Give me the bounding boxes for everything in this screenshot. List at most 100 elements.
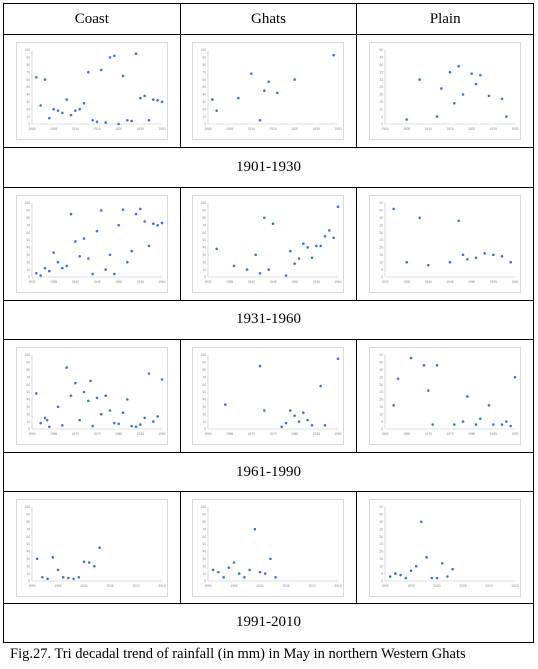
y-tick-label: 0 — [205, 275, 207, 279]
y-tick-label: 30 — [26, 557, 30, 561]
plot-row-3: 0 10 20 30 40 50 60 70 80 90 100 1960 1965 1970 1975 19… — [3, 338, 534, 454]
data-point — [298, 420, 301, 424]
data-point — [143, 94, 146, 98]
y-tick-label: 40 — [380, 368, 384, 372]
x-tick-label: 1920 — [468, 127, 475, 131]
data-point — [238, 571, 241, 575]
y-tick-label: 30 — [203, 100, 207, 104]
data-point — [233, 560, 236, 564]
data-point — [125, 398, 129, 401]
scatter-chart: 0 5 10 15 20 25 30 35 40 45 50 1930 1935 1940 1945 1950… — [369, 194, 522, 293]
data-point — [130, 249, 133, 253]
x-tick-label: 1905 — [227, 127, 234, 131]
data-point — [112, 272, 116, 276]
data-point — [56, 260, 60, 264]
data-point — [425, 555, 429, 559]
y-tick-label: 50 — [203, 85, 207, 89]
data-point — [394, 571, 397, 575]
plot-cell: 0 10 20 30 40 50 60 70 80 90 100 1990 1995 2000 2005 20… — [3, 491, 181, 604]
data-point — [98, 546, 101, 549]
y-tick-label: 80 — [26, 520, 30, 524]
chart-frame — [369, 42, 522, 141]
data-point — [427, 389, 430, 392]
y-tick-label: 0 — [28, 427, 30, 431]
x-tick-label: 1985 — [313, 432, 320, 436]
y-tick-label: 50 — [380, 505, 384, 509]
plot-cell: 0 10 20 30 40 50 60 70 80 90 100 1930 1935 1940 1945 19… — [179, 186, 358, 301]
data-point — [104, 394, 107, 398]
x-tick-label: 1930 — [382, 280, 389, 284]
plot-row-1: 0 10 20 30 40 50 60 70 80 90 100 1900 1905 1910 1915 19… — [3, 34, 534, 149]
data-point — [39, 104, 42, 108]
data-point — [337, 205, 340, 208]
y-tick-label: 5 — [381, 571, 383, 575]
data-point — [448, 260, 452, 264]
x-tick-label: 1900 — [205, 127, 212, 131]
y-tick-label: 90 — [203, 208, 207, 212]
data-point — [77, 575, 80, 579]
y-tick-label: 50 — [380, 48, 384, 52]
scatter-chart: 0 10 20 30 40 50 60 70 80 90 100 1900 1905 1910 1915 19… — [15, 42, 168, 141]
y-tick-label: 0 — [381, 122, 383, 126]
y-tick-label: 20 — [380, 398, 384, 402]
data-point — [125, 260, 129, 264]
data-point — [108, 56, 112, 59]
y-tick-label: 20 — [26, 564, 30, 568]
y-tick-label: 15 — [380, 557, 384, 561]
x-tick-label: 1910 — [425, 127, 432, 131]
data-point — [431, 423, 435, 427]
data-point — [82, 390, 86, 394]
y-tick-label: 35 — [380, 376, 384, 380]
data-point — [43, 266, 47, 270]
x-tick-label: 1915 — [447, 127, 454, 131]
y-tick-label: 25 — [380, 390, 384, 394]
x-tick-label: 1960 — [28, 432, 35, 436]
x-tick-label: 1935 — [403, 280, 410, 284]
y-tick-label: 30 — [26, 100, 30, 104]
y-tick-label: 60 — [203, 383, 207, 387]
data-point — [91, 272, 94, 276]
data-point — [404, 576, 408, 579]
y-tick-label: 80 — [26, 63, 30, 67]
data-point — [156, 415, 159, 418]
x-tick-label: 1915 — [93, 127, 100, 131]
scatter-chart: 0 10 20 30 40 50 60 70 80 90 100 1990 1995 2000 2005 20… — [192, 498, 345, 597]
data-point — [505, 420, 508, 424]
plot-cell: 0 5 10 15 20 25 30 35 40 45 50 1930 1935 1940 1945 1950… — [356, 186, 534, 301]
y-tick-label: 10 — [380, 564, 384, 568]
data-point — [34, 271, 38, 275]
x-tick-label: 1950 — [292, 280, 299, 284]
data-point — [65, 366, 68, 370]
x-tick-label: 1990 — [205, 584, 212, 588]
y-tick-label: 0 — [28, 579, 30, 583]
y-tick-label: 10 — [203, 420, 207, 424]
data-point — [56, 405, 60, 409]
x-tick-label: 1980 — [292, 432, 299, 436]
data-point — [409, 356, 413, 360]
data-point — [87, 560, 91, 564]
x-tick-label: 1940 — [425, 280, 432, 284]
header-row: Coast Ghats Plain — [3, 2, 534, 36]
x-tick-label: 1970 — [72, 432, 79, 436]
data-point — [289, 409, 293, 412]
data-point — [92, 564, 96, 568]
data-point — [259, 364, 262, 368]
data-point — [73, 109, 77, 113]
data-point — [457, 65, 461, 68]
y-tick-label: 10 — [380, 413, 384, 417]
data-point — [461, 253, 465, 256]
x-tick-label: 2015 — [512, 584, 519, 588]
y-tick-label: 30 — [380, 383, 384, 387]
data-point — [453, 423, 456, 427]
data-point — [104, 268, 107, 271]
data-point — [293, 414, 297, 418]
y-tick-label: 0 — [205, 427, 207, 431]
data-point — [89, 379, 92, 383]
data-point — [461, 93, 465, 96]
x-tick-label: 2015 — [158, 584, 165, 588]
data-point — [474, 423, 478, 427]
y-tick-label: 20 — [203, 413, 207, 417]
y-tick-label: 50 — [380, 353, 384, 357]
data-point — [52, 250, 55, 254]
data-point — [34, 392, 38, 395]
